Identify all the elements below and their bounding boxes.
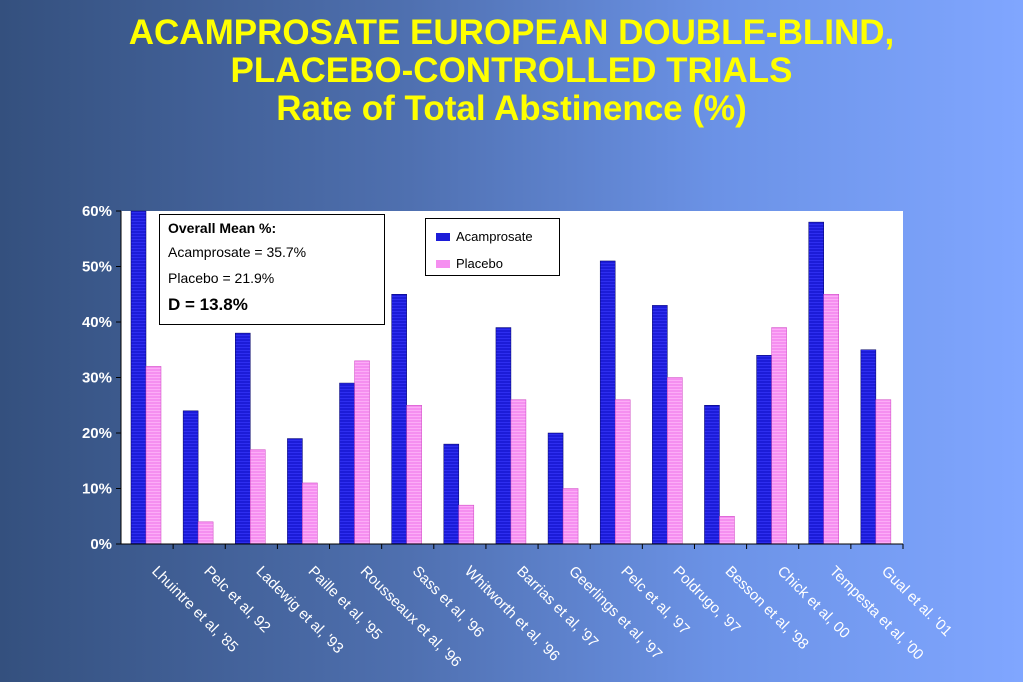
bar-placebo-pelc-et-al-97	[614, 399, 631, 545]
bar-placebo-tempesta-et-al-00	[823, 294, 839, 545]
bar-acamprosate-barrias-et-al-97	[495, 327, 512, 545]
bar-placebo-besson-et-al-98	[719, 516, 735, 545]
bar-acamprosate-rousseaux-et-al-96	[339, 382, 355, 545]
title-line-3: Rate of Total Abstinence (%)	[276, 89, 747, 128]
title-line-2: PLACEBO-CONTROLLED TRIALS	[230, 51, 793, 90]
overall-mean-box: Overall Mean %: Acamprosate = 35.7% Plac…	[159, 214, 385, 325]
bar-placebo-whitworth-et-al-96	[458, 504, 475, 545]
legend-swatch-acamprosate	[436, 232, 450, 241]
y-tick-label: 40%	[82, 314, 112, 331]
x-tick-label: Tempesta et al, '00	[826, 563, 927, 664]
legend: Acamprosate Placebo	[425, 218, 560, 276]
legend-item-acamprosate: Acamprosate	[436, 229, 533, 244]
bar-placebo-chick-et-al-00	[771, 327, 787, 545]
x-tick-label: Whitworth et al, '96	[461, 563, 563, 665]
y-tick-label: 60%	[82, 203, 112, 220]
y-tick-label: 10%	[82, 481, 112, 498]
annotation-placebo: Placebo = 21.9%	[168, 270, 275, 286]
bar-placebo-pelc-et-al-92	[197, 521, 214, 545]
bar-acamprosate-besson-et-al-98	[704, 405, 720, 545]
bar-placebo-rousseaux-et-al-96	[354, 360, 370, 545]
legend-item-placebo: Placebo	[436, 256, 503, 271]
bar-acamprosate-lhuintre-et-al-85	[130, 210, 147, 545]
bar-acamprosate-pelc-et-al-92	[182, 410, 199, 545]
bar-acamprosate-sass-et-al-96	[391, 294, 407, 545]
y-tick-label: 0%	[90, 536, 112, 553]
bar-placebo-barrias-et-al-97	[510, 399, 527, 545]
legend-label-acamprosate: Acamprosate	[456, 229, 533, 244]
bar-placebo-paille-et-al-95	[302, 482, 318, 545]
y-tick-label: 20%	[82, 425, 112, 442]
bar-acamprosate-whitworth-et-al-96	[443, 443, 460, 545]
bar-placebo-poldrugo-97	[667, 377, 683, 545]
bar-placebo-lhuintre-et-al-85	[145, 366, 162, 545]
x-tick-label: Geerlings et al, '97	[565, 563, 665, 663]
legend-swatch-placebo	[436, 259, 450, 268]
x-tick-label: Rousseaux et al, '96	[357, 563, 465, 671]
legend-label-placebo: Placebo	[456, 256, 503, 271]
bar-acamprosate-pelc-et-al-97	[599, 260, 616, 545]
bar-acamprosate-geerlings-et-al-97	[547, 432, 564, 545]
bar-acamprosate-tempesta-et-al-00	[808, 221, 824, 545]
bar-acamprosate-ladewig-et-al-93	[235, 332, 251, 545]
bar-acamprosate-poldrugo-97	[652, 305, 668, 545]
x-tick-label: Ladewig et al, '93	[253, 563, 347, 657]
bar-placebo-geerlings-et-al-97	[562, 488, 579, 545]
bar-acamprosate-chick-et-al-00	[756, 355, 772, 545]
y-tick-label: 30%	[82, 370, 112, 387]
bar-placebo-sass-et-al-96	[406, 405, 422, 545]
bar-acamprosate-paille-et-al-95	[287, 438, 303, 545]
annotation-heading: Overall Mean %:	[168, 220, 277, 236]
y-tick-label: 50%	[82, 259, 112, 276]
title-line-1: ACAMPROSATE EUROPEAN DOUBLE-BLIND,	[128, 13, 895, 52]
bar-acamprosate-gual-et-al-01	[860, 349, 877, 545]
bar-placebo-ladewig-et-al-93	[250, 449, 266, 545]
bar-placebo-gual-et-al-01	[875, 399, 892, 545]
chart-title: ACAMPROSATE EUROPEAN DOUBLE-BLIND, PLACE…	[0, 14, 1023, 128]
annotation-difference: D = 13.8%	[168, 295, 248, 314]
annotation-acamprosate: Acamprosate = 35.7%	[168, 244, 307, 260]
